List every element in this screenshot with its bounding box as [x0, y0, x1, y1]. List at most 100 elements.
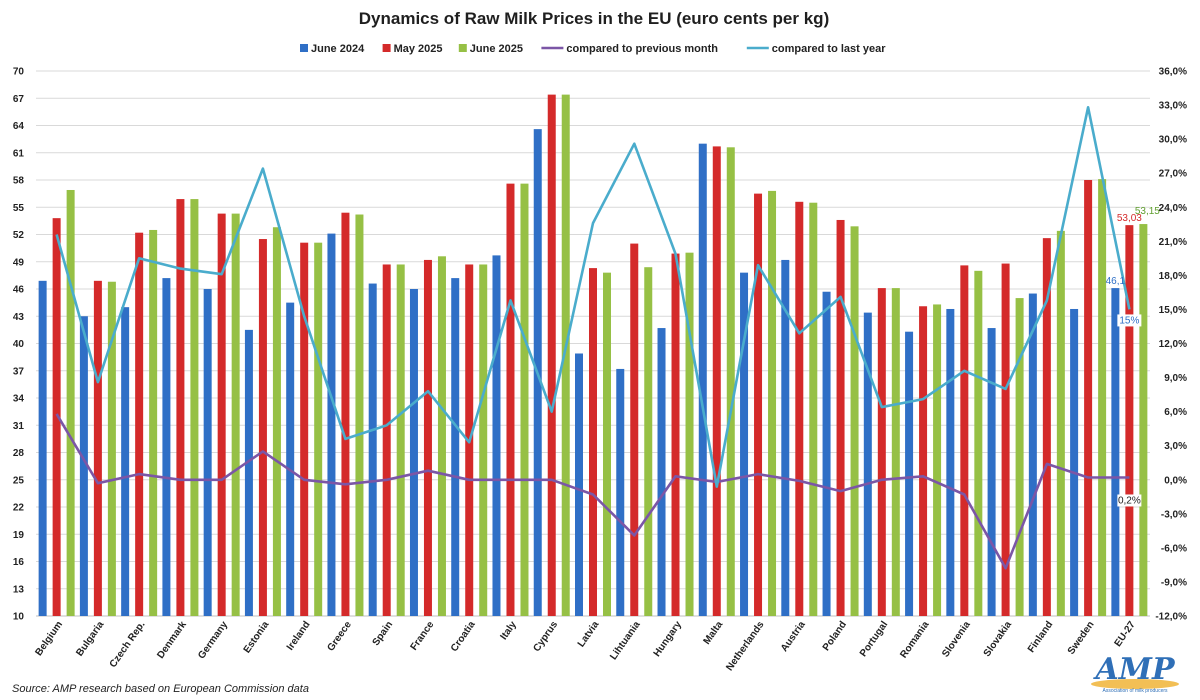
bar-june-2025-slovenia	[974, 270, 983, 616]
bar-june-2024-netherlands	[740, 272, 749, 616]
bar-june-2024-eu-27	[1111, 288, 1120, 616]
bar-june-2025-finland	[1056, 230, 1065, 616]
bar-june-2025-hungary	[685, 252, 694, 616]
y-right-tick-label: -9,0%	[1161, 577, 1187, 588]
y-right-tick-label: -3,0%	[1161, 509, 1187, 520]
bar-june-2024-latvia	[575, 353, 583, 616]
bar-june-2025-germany	[231, 213, 240, 616]
y-left-tick-label: 52	[13, 230, 25, 241]
bar-may-2025-cyprus	[547, 94, 556, 616]
bar-may-2025-netherlands	[754, 193, 763, 616]
bar-june-2024-greece	[327, 233, 336, 616]
y-left-tick-label: 25	[13, 475, 25, 486]
bar-may-2025-ireland	[300, 242, 309, 617]
y-right-tick-label: 21,0%	[1159, 237, 1187, 248]
y-right-tick-label: -6,0%	[1161, 543, 1187, 554]
bar-june-2025-slovakia	[1015, 298, 1024, 616]
bar-june-2024-czech-rep	[121, 307, 130, 616]
bar-may-2025-eu-27	[1125, 225, 1134, 616]
bar-june-2024-belgium	[38, 280, 47, 616]
legend-label-compared-to-last-year: compared to last year	[772, 43, 886, 55]
legend-label-june-2024: June 2024	[311, 43, 365, 55]
y-left-tick-label: 28	[13, 448, 25, 459]
legend: June 2024 May 2025 June 2025 compared to pr…	[300, 43, 886, 55]
bar-may-2025-latvia	[589, 268, 597, 616]
line-compared-to-last-year	[55, 106, 1131, 488]
y-right-tick-label: 15,0%	[1159, 305, 1187, 316]
data-label-compared-to-last-year: 15%	[1119, 315, 1139, 326]
y-right-tick-label: 9,0%	[1164, 373, 1187, 384]
y-right-tick-label: 6,0%	[1164, 407, 1187, 418]
bar-june-2024-denmark	[162, 278, 171, 616]
y-left-tick-label: 43	[13, 312, 25, 323]
data-label-june-2024: 46,1	[1106, 276, 1126, 287]
data-label-june-2025: 53,15	[1135, 206, 1160, 217]
bar-may-2025-hungary	[671, 253, 680, 616]
bar-june-2025-austria	[809, 202, 818, 617]
bar-june-2024-slovenia	[946, 308, 955, 616]
bar-may-2025-estonia	[258, 239, 267, 616]
y-left-tick-label: 61	[13, 148, 25, 159]
y-left-tick-label: 19	[13, 530, 25, 541]
legend-label-may-2025: May 2025	[394, 43, 443, 55]
bar-june-2024-slovakia	[987, 328, 996, 616]
bar-may-2025-spain	[382, 264, 391, 616]
lines	[55, 106, 1131, 570]
bar-may-2025-italy	[506, 183, 515, 616]
data-label-bg	[1117, 314, 1142, 327]
bar-may-2025-portugal	[877, 288, 886, 616]
bar-june-2025-estonia	[272, 227, 281, 616]
bar-june-2025-ireland	[314, 242, 323, 617]
legend-swatch-june-2025	[458, 44, 467, 52]
y-left-tick-label: 22	[13, 503, 25, 514]
y-left-tick-label: 10	[13, 612, 25, 623]
y-left-tick-label: 34	[13, 394, 25, 405]
logo-swoosh	[1091, 679, 1179, 689]
legend-label-june-2025: June 2025	[470, 43, 523, 55]
bar-june-2025-eu-27	[1139, 224, 1148, 616]
bar-june-2025-cyprus	[561, 94, 570, 616]
data-label-bg	[1117, 494, 1142, 507]
bar-june-2025-malta	[726, 147, 735, 617]
bar-may-2025-denmark	[176, 199, 185, 616]
line-compared-to-previous-month	[55, 413, 1130, 570]
bar-june-2024-romania	[905, 331, 914, 616]
bar-may-2025-greece	[341, 212, 350, 616]
bar-may-2025-slovenia	[960, 265, 969, 616]
bar-june-2025-france	[437, 256, 446, 616]
bar-june-2024-hungary	[657, 328, 666, 616]
y-left-tick-label: 70	[13, 67, 25, 78]
legend-swatch-june-2024	[300, 44, 308, 52]
y-right-tick-label: 12,0%	[1159, 339, 1187, 350]
bar-june-2025-belgium	[66, 189, 75, 616]
data-label-may-2025: 53,03	[1117, 213, 1142, 224]
bar-may-2025-belgium	[52, 218, 61, 616]
bar-june-2025-latvia	[603, 272, 611, 616]
bar-june-2025-netherlands	[768, 190, 777, 616]
bar-june-2024-poland	[822, 291, 831, 616]
bar-june-2024-portugal	[863, 312, 872, 616]
y-left-tick-label: 13	[13, 584, 25, 595]
bar-june-2025-greece	[355, 214, 364, 616]
bar-june-2024-sweden	[1070, 308, 1079, 616]
y-right-tick-label: 24,0%	[1159, 203, 1187, 214]
bar-may-2025-france	[423, 259, 432, 616]
bar-june-2024-germany	[203, 289, 212, 616]
y-left-tick-label: 46	[13, 285, 25, 296]
bar-june-2025-croatia	[479, 264, 488, 616]
bar-june-2025-sweden	[1098, 179, 1107, 616]
bar-may-2025-romania	[919, 306, 928, 616]
data-label-compared-to-previous-month: 0,2%	[1118, 495, 1141, 506]
y-axis-right: 36,0% 33,0% 30,0% 27,0% 24,0% 21,0% 18,0% 15,0%…	[1155, 67, 1187, 623]
legend-label-compared-to-previous-month: compared to previous month	[566, 43, 718, 55]
logo-subtitle: Association of milk producers	[1102, 688, 1168, 694]
bar-may-2025-malta	[712, 146, 721, 616]
y-left-tick-label: 64	[13, 121, 25, 132]
bar-june-2025-romania	[933, 304, 942, 616]
y-left-tick-label: 37	[13, 366, 25, 377]
chart-title: Dynamics of Raw Milk Prices in the EU (e…	[359, 9, 829, 28]
bar-june-2024-croatia	[451, 278, 460, 616]
bar-june-2024-ireland	[286, 302, 295, 616]
